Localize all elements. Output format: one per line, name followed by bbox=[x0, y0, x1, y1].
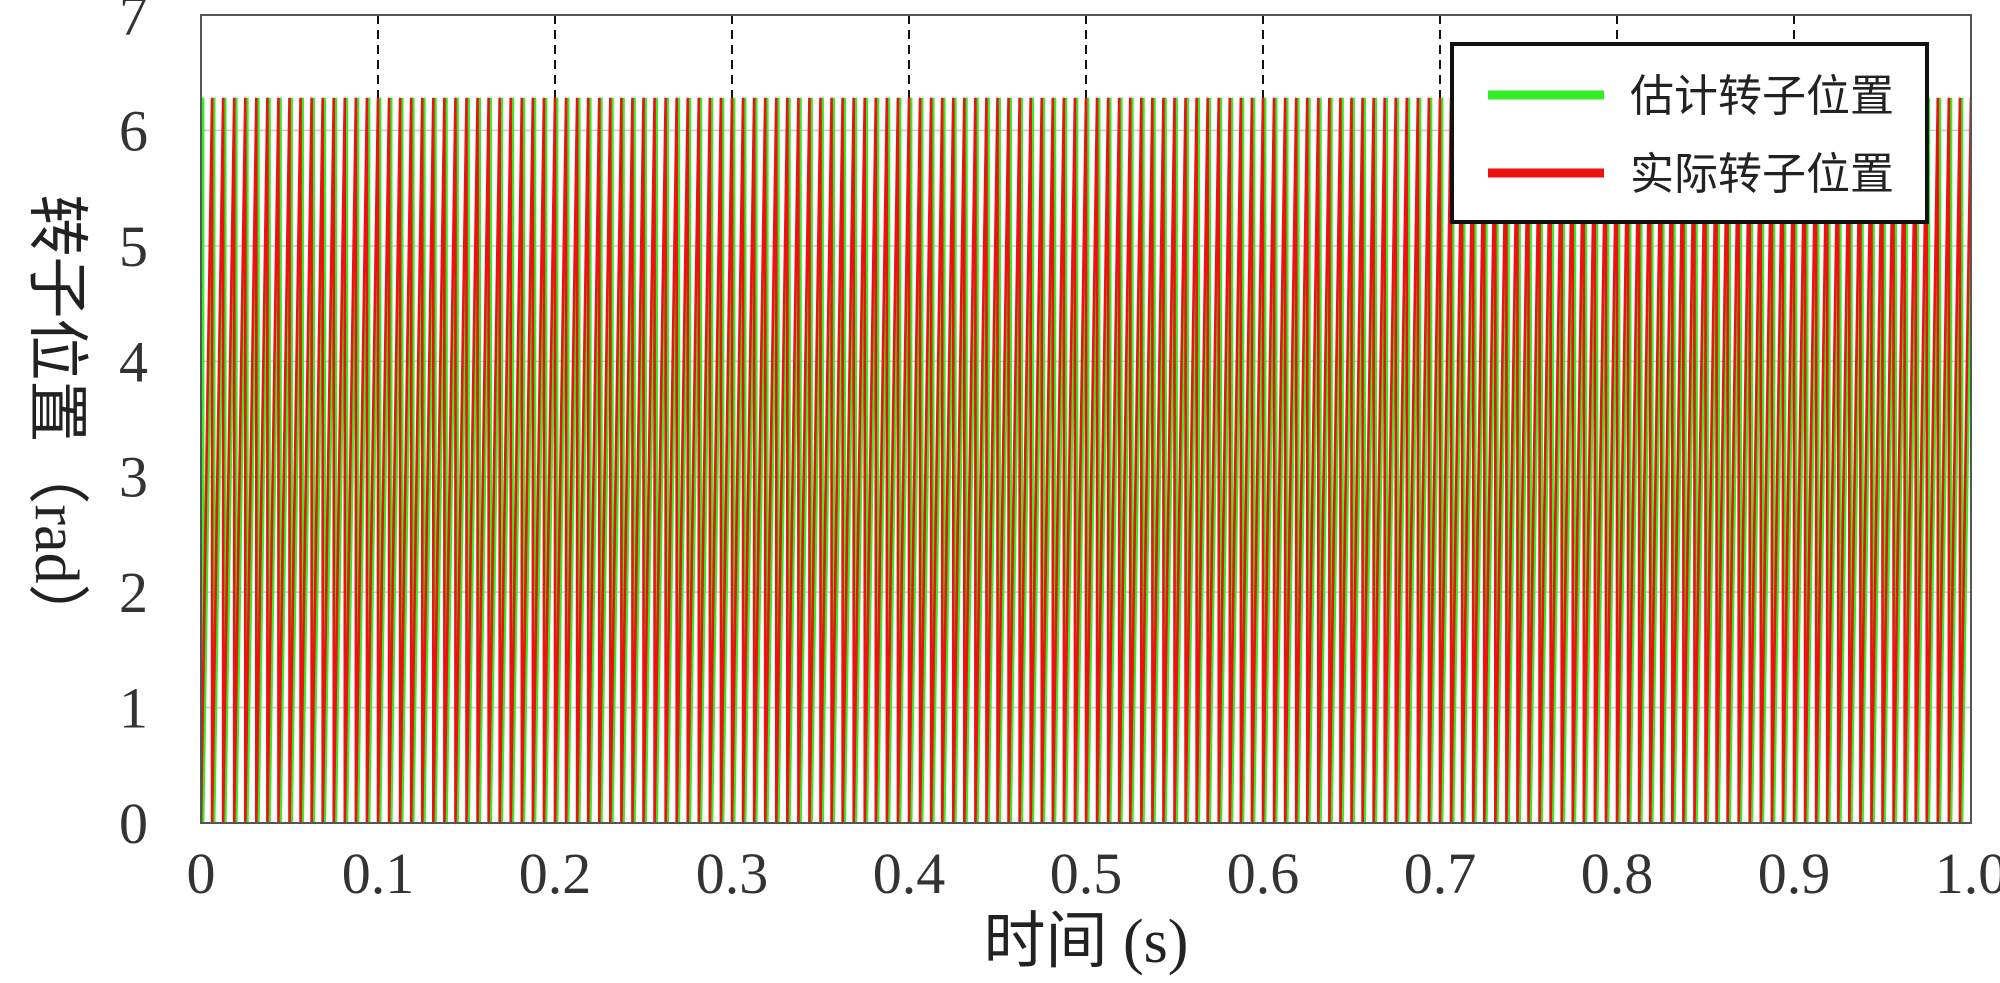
x-tick-label: 1.0 bbox=[1935, 841, 2000, 906]
x-tick-label: 0.3 bbox=[696, 841, 769, 906]
legend-box bbox=[1450, 42, 1929, 224]
y-tick-label: 7 bbox=[119, 0, 148, 48]
series-layer bbox=[201, 97, 1971, 823]
x-tick-label: 0.7 bbox=[1404, 841, 1477, 906]
y-tick-label: 1 bbox=[119, 676, 148, 741]
x-tick-label: 0.6 bbox=[1227, 841, 1300, 906]
x-tick-label: 0.1 bbox=[342, 841, 415, 906]
series-line-1 bbox=[201, 97, 1971, 823]
x-tick-label: 0.5 bbox=[1050, 841, 1123, 906]
y-tick-label: 0 bbox=[119, 791, 148, 856]
x-tick-label: 0.9 bbox=[1758, 841, 1831, 906]
y-tick-label: 6 bbox=[119, 98, 148, 163]
x-tick-label: 0.8 bbox=[1581, 841, 1654, 906]
y-axis-title: 转子位置（rad） bbox=[22, 194, 90, 645]
series-line-0 bbox=[201, 97, 1971, 823]
y-tick-label: 4 bbox=[119, 329, 148, 394]
axis-ticks: 0 0.1 0.2 0.3 0.4 0.5 0.6 0.7 0.8 0.9 1.0 0 1 2 3 4 5 6 7 bbox=[119, 0, 2000, 906]
x-tick-label: 0.4 bbox=[873, 841, 946, 906]
legend-label-estimated: 估计转子位置 bbox=[1630, 71, 1894, 122]
legend-label-actual: 实际转子位置 bbox=[1630, 149, 1894, 200]
x-tick-label: 0.2 bbox=[519, 841, 592, 906]
y-tick-label: 3 bbox=[119, 445, 148, 510]
y-tick-label: 5 bbox=[119, 214, 148, 279]
x-axis-title: 时间 (s) bbox=[984, 908, 1189, 976]
legend: 估计转子位置 实际转子位置 bbox=[1450, 42, 1929, 224]
plot-frame bbox=[200, 14, 1972, 824]
y-tick-label: 2 bbox=[119, 560, 148, 625]
x-tick-label: 0 bbox=[187, 841, 216, 906]
